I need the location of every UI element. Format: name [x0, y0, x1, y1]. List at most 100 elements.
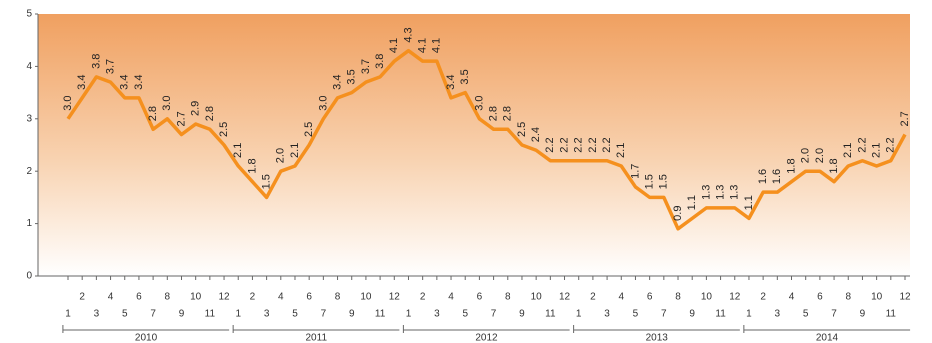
value-label: 0.9 — [672, 206, 684, 221]
y-tick-label: 4 — [26, 61, 32, 72]
x-tick-label: 1 — [576, 309, 582, 320]
x-tick-label: 9 — [349, 309, 355, 320]
value-label: 1.1 — [686, 195, 698, 210]
x-tick-label: 11 — [205, 309, 216, 320]
x-tick-label: 4 — [278, 292, 284, 303]
x-tick-label: 8 — [845, 292, 851, 303]
value-label: 3.4 — [119, 75, 131, 90]
x-tick-label: 7 — [661, 309, 667, 320]
value-label: 2.5 — [303, 122, 315, 137]
x-tick-label: 10 — [531, 292, 543, 303]
x-tick-label: 2 — [250, 292, 256, 303]
value-label: 1.3 — [729, 185, 741, 200]
y-tick-label: 5 — [26, 9, 32, 20]
x-tick-label: 7 — [150, 309, 156, 320]
value-label: 2.4 — [530, 127, 542, 142]
value-label: 1.5 — [644, 174, 656, 189]
y-tick-label: 0 — [26, 271, 32, 282]
value-label: 1.8 — [828, 158, 840, 173]
x-tick-label: 11 — [886, 309, 897, 320]
value-label: 1.5 — [658, 174, 670, 189]
x-tick-label: 4 — [108, 292, 114, 303]
x-tick-label: 9 — [519, 309, 525, 320]
y-tick-label: 2 — [26, 166, 32, 177]
value-label: 3.7 — [360, 59, 372, 74]
x-tick-label: 9 — [179, 309, 185, 320]
x-tick-label: 5 — [292, 309, 298, 320]
x-tick-label: 3 — [434, 309, 440, 320]
value-label: 3.0 — [473, 96, 485, 111]
value-label: 1.3 — [714, 185, 726, 200]
value-label: 1.5 — [261, 174, 273, 189]
x-tick-label: 5 — [633, 309, 639, 320]
x-tick-label: 1 — [235, 309, 241, 320]
value-label: 4.1 — [431, 38, 443, 53]
value-label: 1.8 — [785, 158, 797, 173]
value-label: 1.7 — [629, 164, 641, 179]
value-label: 3.5 — [459, 69, 471, 84]
value-label: 2.2 — [587, 137, 599, 152]
value-label: 3.0 — [317, 96, 329, 111]
value-label: 2.2 — [558, 137, 570, 152]
x-tick-label: 12 — [218, 292, 230, 303]
value-label: 2.8 — [502, 106, 514, 121]
value-label: 2.2 — [856, 137, 868, 152]
value-label: 3.0 — [161, 96, 173, 111]
x-tick-label: 6 — [817, 292, 823, 303]
value-label: 2.0 — [814, 148, 826, 163]
value-label: 2.2 — [544, 137, 556, 152]
value-label: 3.8 — [374, 54, 386, 69]
value-label: 2.1 — [232, 143, 244, 158]
value-label: 1.1 — [743, 195, 755, 210]
x-tick-label: 9 — [689, 309, 695, 320]
plot-area — [38, 14, 910, 276]
x-tick-label: 2 — [79, 292, 85, 303]
value-label: 2.1 — [871, 143, 883, 158]
value-label: 2.8 — [487, 106, 499, 121]
x-tick-label: 11 — [375, 309, 386, 320]
x-tick-label: 8 — [675, 292, 681, 303]
x-tick-label: 4 — [789, 292, 795, 303]
value-label: 2.2 — [601, 137, 613, 152]
x-tick-label: 10 — [190, 292, 202, 303]
x-tick-label: 4 — [618, 292, 624, 303]
value-label: 1.8 — [246, 158, 258, 173]
x-tick-label: 2 — [590, 292, 596, 303]
x-tick-label: 11 — [545, 309, 556, 320]
value-label: 4.1 — [388, 38, 400, 53]
value-label: 4.1 — [417, 38, 429, 53]
value-label: 3.0 — [62, 96, 74, 111]
value-label: 3.4 — [133, 75, 145, 90]
x-tick-label: 11 — [715, 309, 726, 320]
x-tick-label: 1 — [746, 309, 752, 320]
x-tick-label: 3 — [264, 309, 270, 320]
group-label: 2010 — [135, 333, 158, 343]
x-tick-label: 2 — [420, 292, 426, 303]
group-label: 2013 — [646, 333, 669, 343]
x-tick-label: 1 — [406, 309, 412, 320]
x-tick-label: 8 — [335, 292, 341, 303]
x-tick-label: 6 — [306, 292, 312, 303]
value-label: 2.5 — [218, 122, 230, 137]
value-label: 2.8 — [147, 106, 159, 121]
x-tick-label: 8 — [165, 292, 171, 303]
x-tick-label: 10 — [871, 292, 883, 303]
x-tick-label: 5 — [462, 309, 468, 320]
x-tick-label: 10 — [360, 292, 372, 303]
y-tick-label: 1 — [26, 218, 32, 229]
value-label: 3.8 — [90, 54, 102, 69]
x-tick-label: 9 — [860, 309, 866, 320]
x-tick-label: 3 — [604, 309, 610, 320]
y-tick-label: 3 — [26, 113, 32, 124]
x-tick-label: 12 — [899, 292, 911, 303]
group-label: 2012 — [475, 333, 498, 343]
value-label: 2.7 — [175, 111, 187, 126]
value-label: 1.3 — [700, 185, 712, 200]
x-tick-label: 12 — [559, 292, 571, 303]
x-tick-label: 7 — [491, 309, 497, 320]
value-label: 2.0 — [275, 148, 287, 163]
value-label: 4.3 — [402, 27, 414, 42]
x-tick-label: 2 — [760, 292, 766, 303]
x-tick-label: 7 — [321, 309, 327, 320]
